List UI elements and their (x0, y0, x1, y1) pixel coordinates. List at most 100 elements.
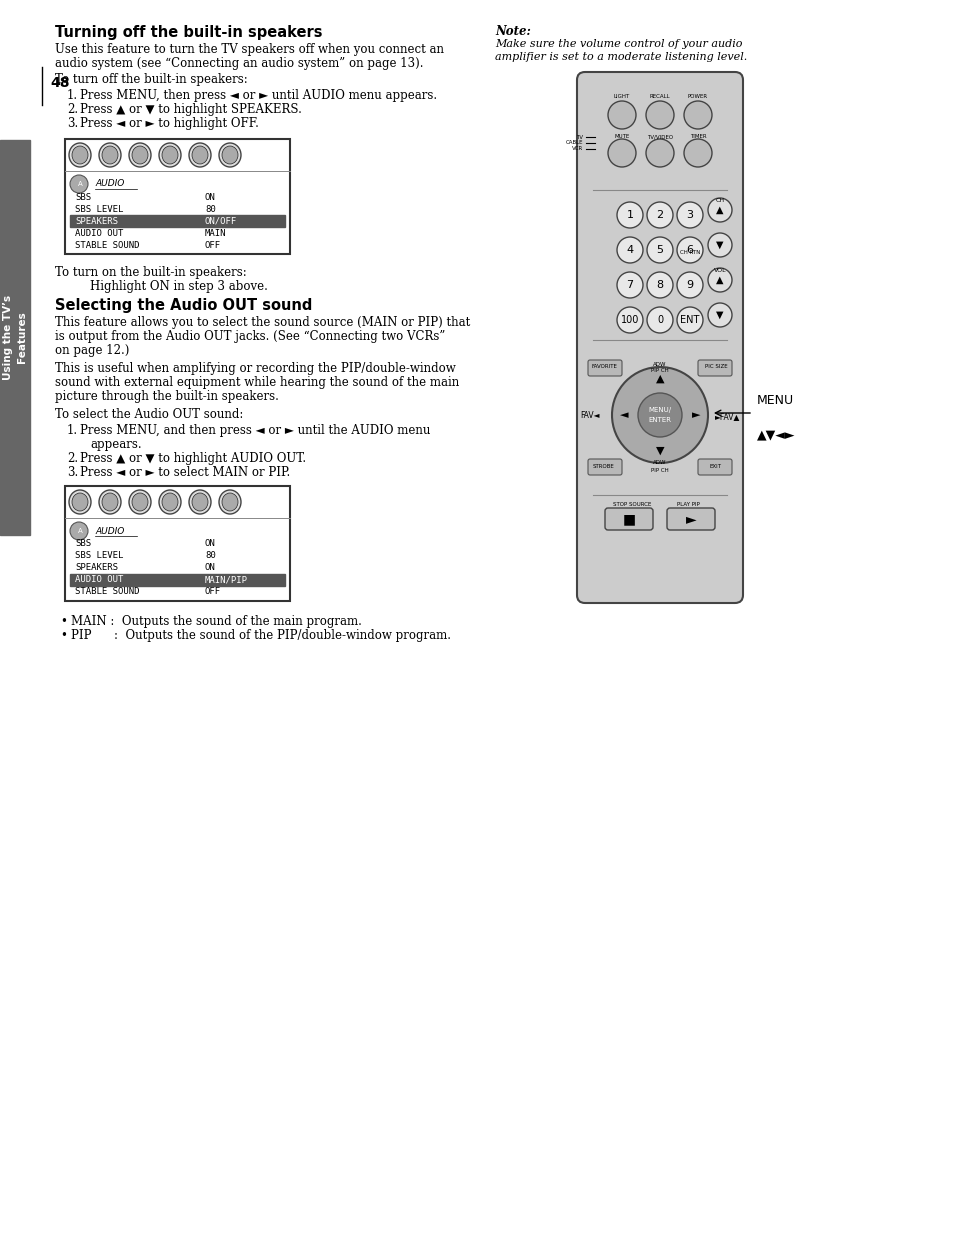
Text: 48: 48 (50, 77, 70, 90)
Text: MENU/: MENU/ (648, 408, 671, 412)
Bar (65, 487, 290, 601)
Text: STOP SOURCE: STOP SOURCE (612, 503, 651, 508)
Ellipse shape (159, 490, 181, 514)
Ellipse shape (162, 493, 178, 511)
Text: RECALL: RECALL (649, 95, 670, 100)
Text: is output from the Audio OUT jacks. (See “Connecting two VCRs”: is output from the Audio OUT jacks. (See… (55, 330, 445, 343)
Text: PIC SIZE: PIC SIZE (704, 364, 726, 369)
Text: ON: ON (205, 193, 215, 201)
Text: TV
CABLE
VCR: TV CABLE VCR (565, 135, 582, 152)
Circle shape (707, 303, 731, 327)
Text: SPEAKERS: SPEAKERS (75, 563, 118, 573)
Ellipse shape (71, 493, 88, 511)
Text: PLAY PIP: PLAY PIP (676, 503, 699, 508)
Circle shape (707, 233, 731, 257)
Text: VOL: VOL (713, 268, 725, 273)
Text: 1: 1 (626, 210, 633, 220)
Circle shape (638, 393, 681, 437)
Text: MUTE: MUTE (614, 135, 629, 140)
FancyBboxPatch shape (698, 459, 731, 475)
Text: ▲: ▲ (716, 275, 723, 285)
Text: ▲: ▲ (655, 374, 663, 384)
Circle shape (607, 101, 636, 128)
Text: Press MENU, then press ◄ or ► until AUDIO menu appears.: Press MENU, then press ◄ or ► until AUDI… (80, 89, 436, 103)
Text: FAVORITE: FAVORITE (591, 364, 617, 369)
Text: CH RTN: CH RTN (679, 249, 700, 254)
Bar (70, 574, 285, 585)
Ellipse shape (222, 146, 237, 164)
Circle shape (645, 140, 673, 167)
Text: ON: ON (205, 540, 215, 548)
Ellipse shape (132, 146, 148, 164)
Text: 5: 5 (656, 245, 662, 254)
Ellipse shape (222, 493, 237, 511)
Text: This is useful when amplifying or recording the PIP/double-window: This is useful when amplifying or record… (55, 362, 456, 375)
Text: A: A (77, 182, 82, 186)
Ellipse shape (219, 143, 241, 167)
Circle shape (70, 175, 88, 193)
Text: Press ▲ or ▼ to highlight SPEAKERS.: Press ▲ or ▼ to highlight SPEAKERS. (80, 103, 301, 116)
Text: ▲▼◄►: ▲▼◄► (757, 429, 795, 441)
Ellipse shape (159, 143, 181, 167)
Text: Press MENU, and then press ◄ or ► until the AUDIO menu: Press MENU, and then press ◄ or ► until … (80, 424, 430, 437)
Text: PIP CH: PIP CH (651, 468, 668, 473)
Ellipse shape (99, 490, 121, 514)
Text: 80: 80 (205, 552, 215, 561)
Ellipse shape (162, 146, 178, 164)
Text: Note:: Note: (495, 25, 530, 38)
Circle shape (645, 101, 673, 128)
Circle shape (646, 237, 672, 263)
Text: OFF: OFF (205, 241, 221, 249)
Text: Using the TV’s
Features: Using the TV’s Features (3, 295, 27, 380)
Circle shape (646, 308, 672, 333)
Text: Press ▲ or ▼ to highlight AUDIO OUT.: Press ▲ or ▼ to highlight AUDIO OUT. (80, 452, 306, 466)
Text: Press ◄ or ► to select MAIN or PIP.: Press ◄ or ► to select MAIN or PIP. (80, 466, 290, 479)
Text: 2.: 2. (67, 103, 78, 116)
Text: Highlight ON in step 3 above.: Highlight ON in step 3 above. (90, 280, 268, 293)
Text: POWER: POWER (687, 95, 707, 100)
Text: OFF: OFF (205, 588, 221, 597)
FancyBboxPatch shape (666, 508, 714, 530)
Text: This feature allows you to select the sound source (MAIN or PIP) that: This feature allows you to select the so… (55, 316, 470, 329)
Ellipse shape (219, 490, 241, 514)
Text: PIP      :  Outputs the sound of the PIP/double-window program.: PIP : Outputs the sound of the PIP/doubl… (71, 629, 451, 642)
Text: Turning off the built-in speakers: Turning off the built-in speakers (55, 25, 322, 40)
Text: 100: 100 (620, 315, 639, 325)
Circle shape (683, 140, 711, 167)
Text: 2: 2 (656, 210, 663, 220)
Text: AUDIO: AUDIO (95, 179, 124, 189)
Text: SPEAKERS: SPEAKERS (75, 216, 118, 226)
Ellipse shape (69, 143, 91, 167)
Text: ►: ► (691, 410, 700, 420)
Text: LIGHT: LIGHT (613, 95, 630, 100)
Ellipse shape (129, 143, 151, 167)
Text: ADW: ADW (653, 363, 666, 368)
Circle shape (677, 272, 702, 298)
Ellipse shape (189, 143, 211, 167)
Text: 4: 4 (626, 245, 633, 254)
Ellipse shape (99, 143, 121, 167)
Text: MENU: MENU (757, 394, 793, 408)
FancyBboxPatch shape (587, 459, 621, 475)
Text: CH: CH (715, 198, 723, 203)
Text: SBS: SBS (75, 540, 91, 548)
Ellipse shape (129, 490, 151, 514)
Circle shape (707, 268, 731, 291)
Ellipse shape (192, 146, 208, 164)
Text: 6: 6 (686, 245, 693, 254)
Text: AUDIO OUT: AUDIO OUT (75, 576, 123, 584)
Text: TIMER: TIMER (689, 135, 705, 140)
Circle shape (646, 203, 672, 228)
Text: 9: 9 (686, 280, 693, 290)
Text: AUDIO: AUDIO (95, 526, 124, 536)
Text: ▼: ▼ (655, 446, 663, 456)
Text: 1.: 1. (67, 89, 78, 103)
Ellipse shape (69, 490, 91, 514)
Ellipse shape (192, 493, 208, 511)
Text: picture through the built-in speakers.: picture through the built-in speakers. (55, 390, 278, 403)
Circle shape (677, 308, 702, 333)
Circle shape (646, 272, 672, 298)
Text: SBS LEVEL: SBS LEVEL (75, 552, 123, 561)
Ellipse shape (102, 493, 118, 511)
Text: STABLE SOUND: STABLE SOUND (75, 588, 139, 597)
